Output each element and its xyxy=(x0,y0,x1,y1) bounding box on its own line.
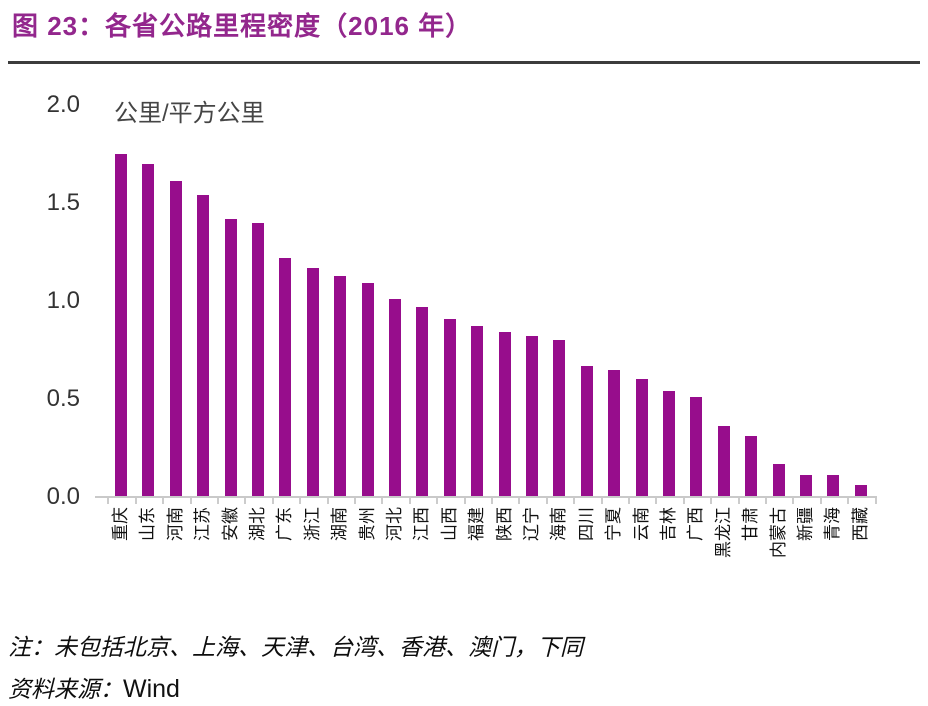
x-axis-tick xyxy=(792,498,795,504)
bar xyxy=(416,307,429,497)
bar xyxy=(142,164,155,497)
bar xyxy=(197,195,210,497)
bar xyxy=(663,391,675,497)
x-axis-tick xyxy=(710,498,713,504)
bar xyxy=(498,332,511,497)
x-axis-tick xyxy=(545,498,548,504)
x-axis-tick xyxy=(600,498,603,504)
x-axis-tick xyxy=(573,498,576,504)
bar xyxy=(827,475,840,497)
note-text: 注：未包括北京、上海、天津、台湾、香港、澳门，下同 xyxy=(8,635,583,660)
y-axis-tick-label: 1.5 xyxy=(46,189,80,216)
bar xyxy=(745,436,758,497)
x-axis-tick xyxy=(408,498,411,504)
x-axis-tick xyxy=(518,498,521,504)
bar xyxy=(526,336,538,497)
x-axis-tick xyxy=(326,498,329,504)
x-axis-tick xyxy=(271,498,274,504)
x-axis-tick xyxy=(737,498,740,504)
x-axis-tick xyxy=(107,498,110,504)
y-axis-tick-label: 0.5 xyxy=(46,385,80,412)
y-axis-unit-label: 公里/平方公里 xyxy=(114,100,265,127)
bar xyxy=(580,366,593,497)
x-axis-tick xyxy=(463,498,466,504)
x-axis-tick xyxy=(436,498,439,504)
y-axis-tick-label: 1.0 xyxy=(46,287,80,314)
bar xyxy=(224,219,237,497)
x-axis-tick xyxy=(299,498,302,504)
bar xyxy=(608,370,621,497)
figure-title: 图 23：各省公路里程密度（2016 年） xyxy=(12,11,473,41)
x-axis-tick xyxy=(244,498,247,504)
x-axis-tick xyxy=(764,498,767,504)
y-axis-tick-label: 2.0 xyxy=(46,91,80,118)
bar xyxy=(169,181,182,497)
x-axis-line xyxy=(95,496,877,498)
x-axis-tick xyxy=(162,498,165,504)
x-axis-tick xyxy=(381,498,384,504)
x-axis-tick xyxy=(216,498,219,504)
bar xyxy=(717,426,730,497)
bar xyxy=(334,276,347,497)
title-divider xyxy=(8,61,920,64)
x-axis-tick xyxy=(682,498,685,504)
bar xyxy=(772,464,785,497)
x-axis-tick xyxy=(490,498,493,504)
bar xyxy=(361,283,374,497)
bar xyxy=(854,485,867,497)
bar xyxy=(252,223,264,497)
bar xyxy=(690,397,703,497)
bar xyxy=(635,379,648,497)
bar xyxy=(443,319,456,497)
bar xyxy=(389,299,401,497)
x-axis-tick xyxy=(847,498,850,504)
bar xyxy=(115,154,127,497)
x-axis-tick xyxy=(134,498,137,504)
bar xyxy=(800,475,812,497)
x-axis-tick xyxy=(353,498,356,504)
x-axis-tick xyxy=(874,498,877,504)
bar xyxy=(553,340,566,497)
y-axis-tick-label: 0.0 xyxy=(46,483,80,510)
bar xyxy=(306,268,319,497)
x-axis-tick xyxy=(627,498,630,504)
bar xyxy=(279,258,292,497)
x-axis-tick xyxy=(189,498,192,504)
source-value: Wind xyxy=(123,675,180,703)
x-axis-tick xyxy=(819,498,822,504)
source-label: 资料来源： xyxy=(8,677,123,702)
bar xyxy=(471,326,484,497)
x-axis-tick xyxy=(655,498,658,504)
source-line: 资料来源：Wind xyxy=(8,670,180,704)
